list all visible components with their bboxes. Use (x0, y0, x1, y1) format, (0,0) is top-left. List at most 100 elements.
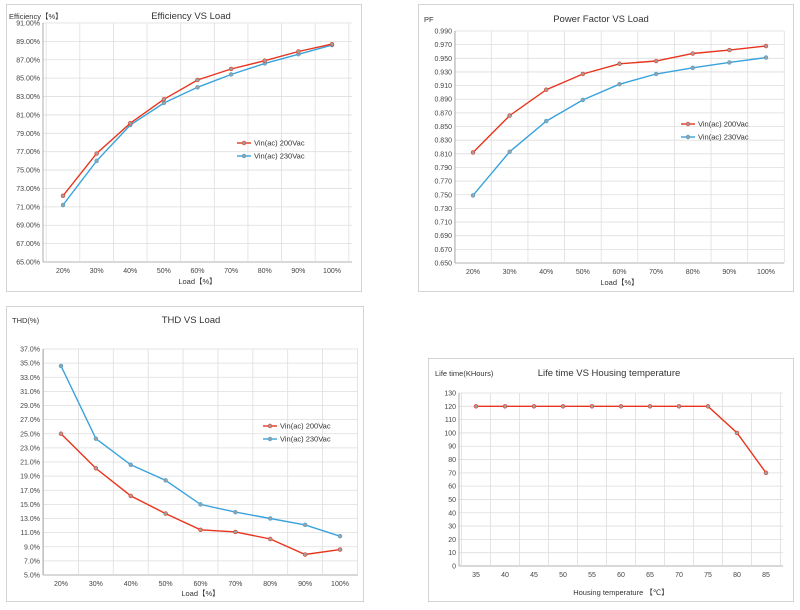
y-tick-label: 40 (448, 510, 456, 517)
data-point (502, 404, 508, 409)
data-point (617, 61, 622, 66)
x-tick-label: 100% (757, 269, 775, 276)
data-point (93, 466, 99, 471)
thd-chart: THD VS Load THD(%) Load【%】 5.0% 7.0% 9.0% 11.0… (12, 315, 358, 598)
y-tick-label: 11.0% (21, 530, 40, 537)
y-tick-label: 0 (452, 564, 456, 571)
x-axis-label: Housing temperature 【℃】 (573, 588, 669, 597)
x-tick-label: 80% (258, 268, 272, 275)
data-point (580, 97, 586, 103)
data-point (618, 404, 624, 409)
y-tick-label: 71.00% (16, 204, 40, 211)
data-point (763, 43, 769, 49)
y-axis-label: THD(%) (12, 316, 40, 325)
y-tick-label: 100 (444, 430, 456, 437)
y-tick-label: 73.00% (16, 186, 40, 193)
data-point (337, 533, 343, 539)
legend-marker-1 (685, 121, 691, 127)
legend-label-1: Vin(ac) 200Vac (280, 422, 331, 431)
data-point (128, 462, 133, 468)
y-tick-label: 69.00% (16, 223, 40, 230)
data-point (617, 82, 622, 87)
data-point (727, 60, 732, 65)
legend-marker-2 (267, 436, 273, 442)
data-point (329, 41, 335, 47)
data-point (734, 430, 740, 436)
x-tick-label: 90% (291, 268, 305, 275)
data-point (128, 120, 133, 126)
x-tick-label: 35 (472, 572, 480, 579)
data-point (690, 51, 695, 56)
data-point (228, 72, 234, 77)
x-tick-label: 65 (646, 572, 654, 579)
x-tick-label: 60% (612, 269, 626, 276)
power-factor-chart-panel: Power Factor VS Load PF Load【%】 0.650 0.670 0… (418, 4, 794, 292)
y-tick-label: 0.990 (434, 29, 452, 36)
data-point (195, 85, 200, 90)
y-axis-label: Life time(KHours) (435, 369, 494, 378)
legend-label-2: Vin(ac) 230Vac (254, 152, 305, 161)
x-tick-label: 40% (123, 268, 137, 275)
y-tick-label: 27.0% (20, 417, 40, 424)
y-tick-label: 0.850 (434, 124, 452, 131)
efficiency-chart: Efficiency VS Load Efficiency【%】 Load【%】 65… (9, 11, 352, 286)
y-tick-label: 89.00% (16, 39, 40, 46)
data-point (763, 55, 769, 60)
y-tick-label: 0.870 (434, 110, 452, 117)
y-tick-label: 130 (444, 391, 456, 398)
x-tick-label: 50 (559, 572, 567, 579)
x-tick-label: 80% (263, 581, 277, 588)
chart-title: Life time VS Housing temperature (538, 368, 681, 379)
x-tick-label: 60% (190, 268, 204, 275)
x-tick-label: 50% (576, 269, 590, 276)
x-tick-label: 30% (503, 269, 517, 276)
y-tick-label: 83.00% (16, 94, 40, 101)
y-tick-label: 50 (448, 497, 456, 504)
y-tick-label: 60 (448, 484, 456, 491)
data-point (163, 478, 168, 483)
y-tick-label: 75.00% (16, 168, 40, 175)
y-tick-label: 0.930 (434, 69, 452, 76)
x-tick-label: 55 (588, 572, 596, 579)
y-tick-label: 21.0% (20, 460, 40, 467)
y-tick-label: 0.710 (434, 220, 452, 227)
x-tick-label: 30% (90, 268, 104, 275)
data-point (296, 49, 301, 54)
legend-label-2: Vin(ac) 230Vac (280, 435, 331, 444)
y-tick-label: 19.0% (20, 474, 40, 481)
legend-label-1: Vin(ac) 200Vac (254, 139, 305, 148)
data-point (268, 516, 273, 521)
data-point (163, 511, 168, 516)
x-axis-label: Load【%】 (178, 277, 216, 286)
data-point (228, 66, 234, 72)
data-point (128, 493, 133, 499)
lifetime-chart-panel: Life time VS Housing temperature Life tim… (428, 358, 794, 602)
x-tick-label: 70 (675, 572, 683, 579)
data-point (470, 150, 476, 155)
y-tick-label: 20 (448, 537, 456, 544)
x-tick-label: 40% (124, 581, 138, 588)
data-point (589, 404, 595, 409)
y-tick-label: 31.0% (20, 389, 40, 396)
data-point (58, 363, 64, 369)
y-tick-label: 85.00% (16, 76, 40, 83)
y-tick-label: 0.650 (434, 261, 452, 268)
x-tick-label: 40% (539, 269, 553, 276)
y-tick-label: 67.00% (16, 241, 40, 248)
data-point (161, 97, 167, 102)
x-tick-label: 90% (722, 269, 736, 276)
y-tick-label: 110 (445, 417, 456, 424)
x-tick-label: 50% (159, 581, 173, 588)
y-tick-label: 23.0% (20, 445, 40, 452)
y-tick-label: 0.730 (434, 206, 452, 213)
data-point (198, 502, 203, 507)
data-point (60, 202, 66, 208)
y-tick-label: 0.750 (434, 192, 452, 199)
x-tick-label: 80% (686, 269, 700, 276)
y-tick-label: 70 (448, 470, 456, 477)
x-tick-label: 60 (617, 572, 625, 579)
data-point (93, 436, 99, 441)
data-point (233, 509, 238, 515)
legend-marker-2 (241, 153, 247, 159)
legend-marker-1 (241, 140, 247, 146)
